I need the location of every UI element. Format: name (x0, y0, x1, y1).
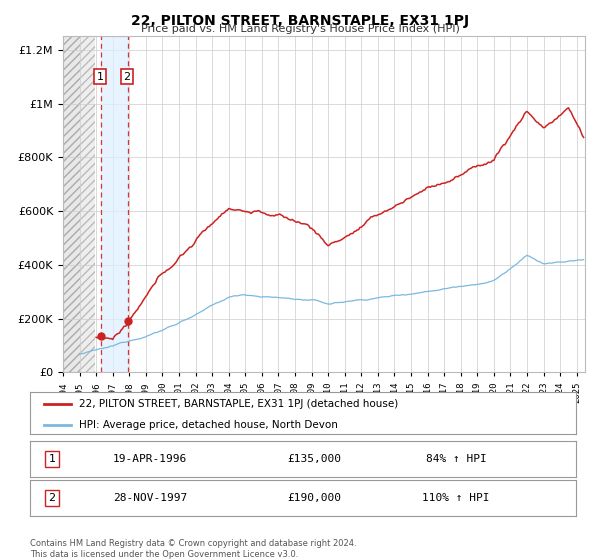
Bar (101, 36, 128, 372)
Text: Contains HM Land Registry data © Crown copyright and database right 2024.: Contains HM Land Registry data © Crown c… (30, 539, 356, 548)
Text: This data is licensed under the Open Government Licence v3.0.: This data is licensed under the Open Gov… (30, 550, 298, 559)
Text: £135,000: £135,000 (287, 454, 341, 464)
Text: 110% ↑ HPI: 110% ↑ HPI (422, 493, 490, 503)
Bar (63, 36, 80, 372)
Text: HPI: Average price, detached house, North Devon: HPI: Average price, detached house, Nort… (79, 420, 338, 430)
Text: 22, PILTON STREET, BARNSTAPLE, EX31 1PJ: 22, PILTON STREET, BARNSTAPLE, EX31 1PJ (131, 14, 469, 28)
Text: £190,000: £190,000 (287, 493, 341, 503)
Text: 2: 2 (48, 493, 55, 503)
Text: 2: 2 (124, 72, 131, 82)
Text: 28-NOV-1997: 28-NOV-1997 (113, 493, 187, 503)
Text: 22, PILTON STREET, BARNSTAPLE, EX31 1PJ (detached house): 22, PILTON STREET, BARNSTAPLE, EX31 1PJ … (79, 399, 398, 409)
Text: Price paid vs. HM Land Registry's House Price Index (HPI): Price paid vs. HM Land Registry's House … (140, 24, 460, 34)
Text: 1: 1 (49, 454, 55, 464)
Text: 19-APR-1996: 19-APR-1996 (113, 454, 187, 464)
Text: 1: 1 (97, 72, 104, 82)
Text: 84% ↑ HPI: 84% ↑ HPI (425, 454, 486, 464)
Bar (80, 36, 95, 372)
